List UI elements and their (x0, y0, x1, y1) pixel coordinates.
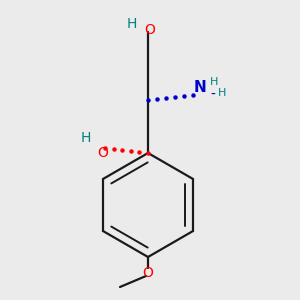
Text: -: - (211, 88, 215, 102)
Text: N: N (194, 80, 206, 95)
Text: H: H (210, 77, 218, 87)
Text: O: O (142, 266, 153, 280)
Text: H: H (81, 131, 91, 145)
Text: O: O (145, 23, 155, 37)
Text: H: H (127, 17, 137, 31)
Text: O: O (98, 146, 108, 160)
Text: H: H (218, 88, 226, 98)
